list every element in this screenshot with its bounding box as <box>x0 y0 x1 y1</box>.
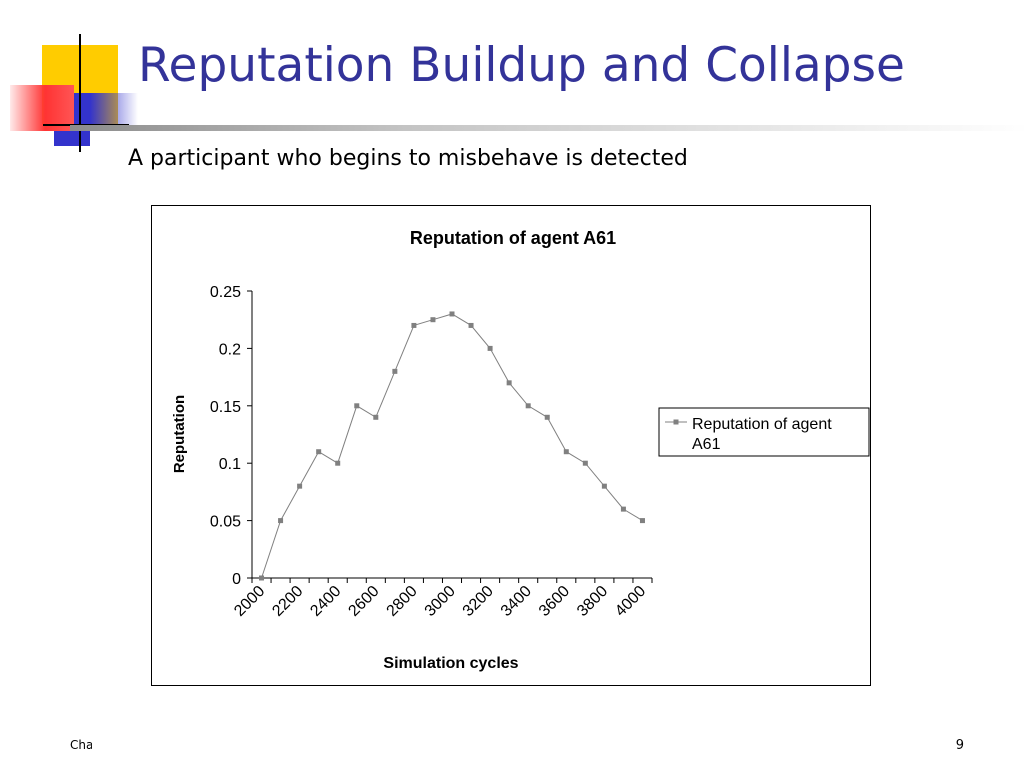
y-axis-label: Reputation <box>171 395 188 473</box>
data-point <box>506 380 512 386</box>
legend-label-line-2: A61 <box>692 436 721 453</box>
slide-subtitle: A participant who begins to misbehave is… <box>128 146 688 171</box>
footer-text: Cha <box>70 738 92 752</box>
reputation-chart: Reputation of agent A61 Reputation Simul… <box>171 228 870 672</box>
y-tick-label: 0.1 <box>219 456 241 473</box>
data-point <box>259 575 265 581</box>
deco-red-bar <box>10 85 74 131</box>
data-point <box>582 460 588 466</box>
x-tick-label: 2400 <box>307 583 344 620</box>
legend-marker-sample <box>673 419 679 425</box>
series-line <box>261 313 643 579</box>
data-point <box>373 414 379 420</box>
title-rule <box>70 125 1024 131</box>
deco-blue-fade <box>90 93 138 125</box>
data-point <box>411 322 417 328</box>
x-tick-label: 2000 <box>231 583 268 620</box>
data-point <box>297 483 303 489</box>
page-number: 9 <box>955 738 964 753</box>
data-point <box>468 322 474 328</box>
y-tick-label: 0.2 <box>219 341 241 358</box>
data-point <box>430 317 436 323</box>
x-tick-label: 3000 <box>422 583 459 620</box>
x-tick-label: 4000 <box>612 583 649 620</box>
data-point <box>392 368 398 374</box>
chart-legend: Reputation of agent A61 <box>658 407 870 457</box>
x-tick-label: 2800 <box>384 583 421 620</box>
data-point <box>278 518 284 524</box>
x-axis-label: Simulation cycles <box>383 655 518 672</box>
data-point <box>354 403 360 409</box>
data-point <box>487 345 493 351</box>
x-tick-label: 3200 <box>460 583 497 620</box>
x-axis-ticks: 2000 2200 2400 2600 2800 3000 3200 3400 3600 3800… <box>231 578 653 620</box>
data-point <box>620 506 626 512</box>
x-tick-label: 2200 <box>269 583 306 620</box>
data-point <box>449 311 455 317</box>
chart-axes <box>251 291 652 579</box>
x-tick-label: 2600 <box>345 583 382 620</box>
legend-label-line-1: Reputation of agent <box>692 416 832 433</box>
data-point <box>639 518 645 524</box>
legend-box <box>658 407 870 457</box>
x-tick-label: 3800 <box>574 583 611 620</box>
data-point <box>335 460 341 466</box>
chart-frame: Reputation of agent A61 Reputation Simul… <box>151 205 871 686</box>
y-tick-label: 0.15 <box>210 399 241 416</box>
y-tick-label: 0.25 <box>210 284 241 301</box>
data-point <box>525 403 531 409</box>
series-group <box>259 311 645 581</box>
x-tick-label: 3600 <box>536 583 573 620</box>
chart-title: Reputation of agent A61 <box>410 228 616 248</box>
data-point <box>601 483 607 489</box>
y-tick-label: 0 <box>232 571 241 588</box>
data-point <box>544 414 550 420</box>
slide-title: Reputation Buildup and Collapse <box>138 38 905 93</box>
y-axis-ticks: 0 0.05 0.1 0.15 0.2 0.25 <box>210 284 252 588</box>
y-tick-label: 0.05 <box>210 514 241 531</box>
x-tick-label: 3400 <box>498 583 535 620</box>
data-point <box>316 449 322 455</box>
data-point <box>563 449 569 455</box>
deco-vertical-line <box>79 34 81 152</box>
